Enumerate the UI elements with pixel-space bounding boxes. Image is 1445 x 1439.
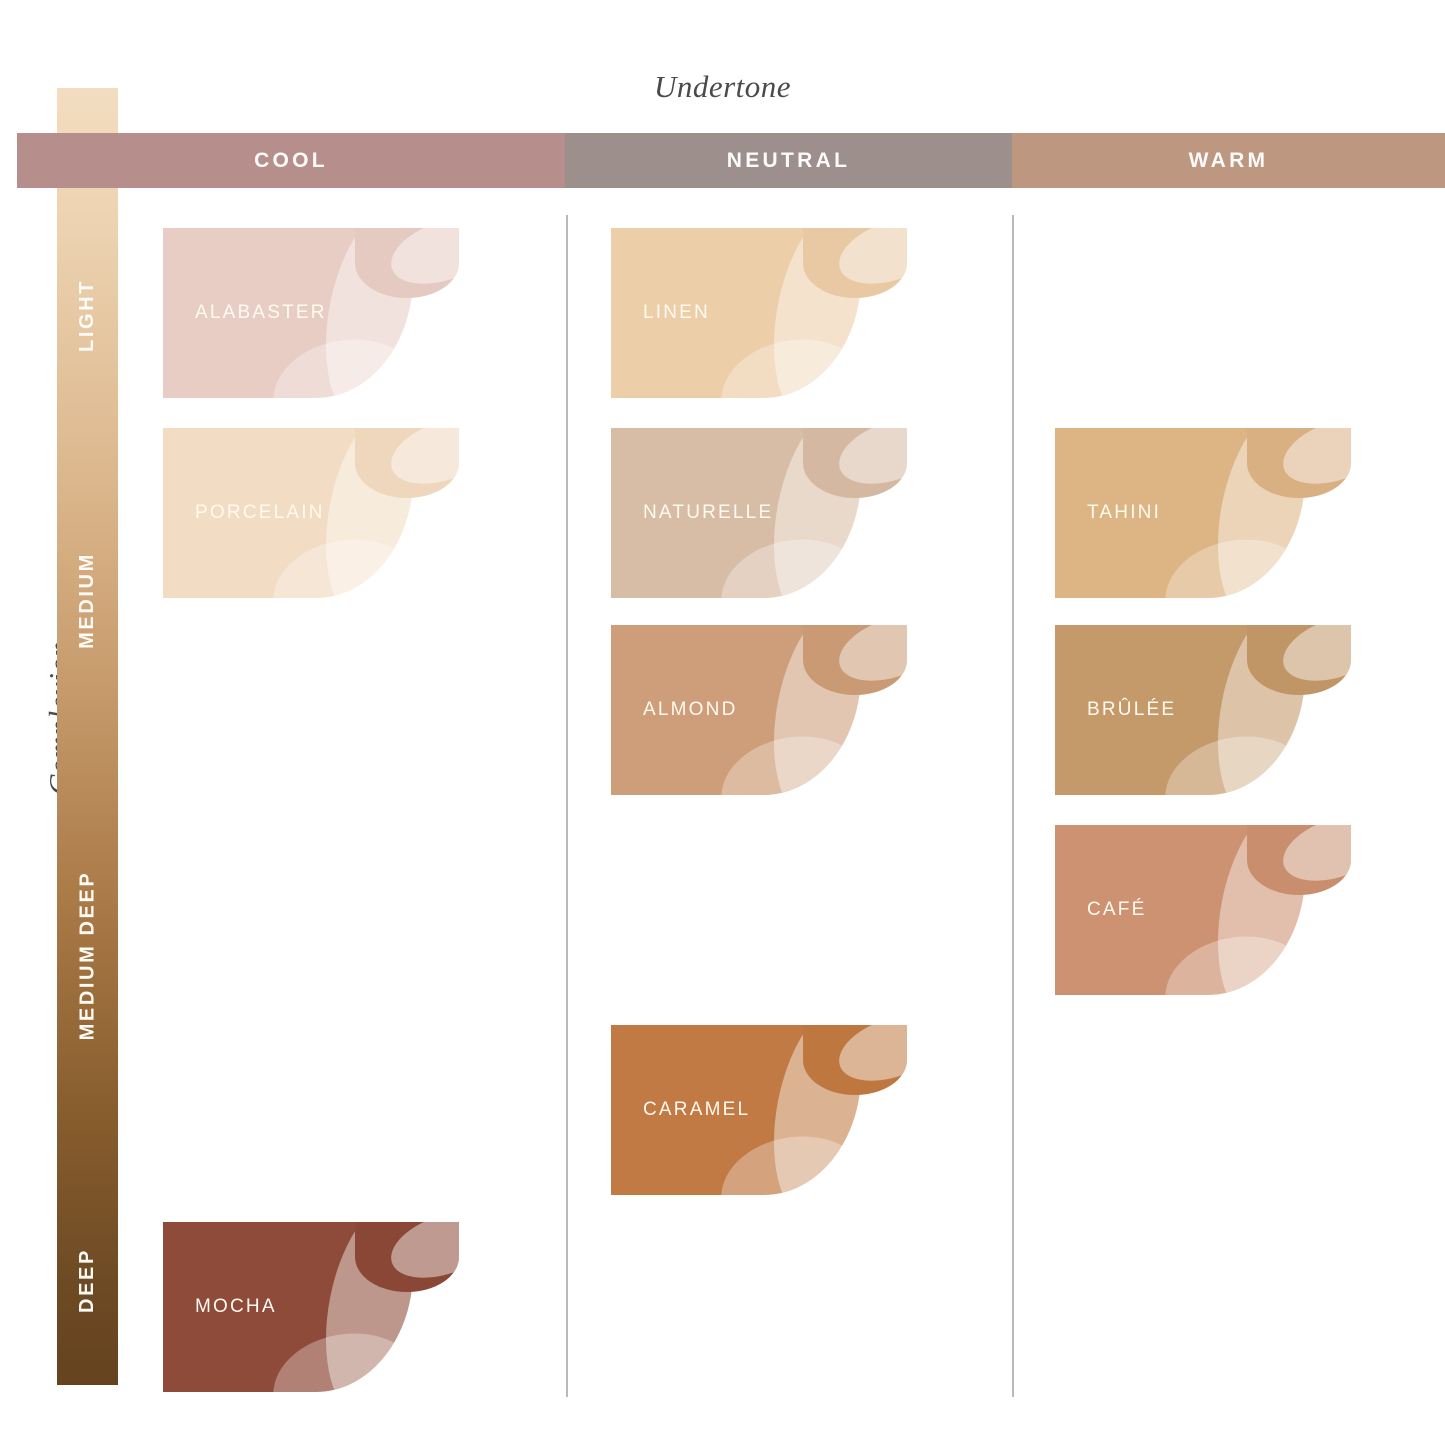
shade-name-cafe: CAFÉ <box>1087 899 1147 920</box>
shade-name-tahini: TAHINI <box>1087 502 1162 523</box>
undertone-column-neutral: NEUTRAL <box>565 133 1012 188</box>
shade-swatch-alabaster[interactable]: ALABASTER <box>163 228 459 398</box>
column-divider-cool-neutral <box>566 215 568 1397</box>
shade-name-linen: LINEN <box>643 302 710 323</box>
shade-swatch-porcelain[interactable]: PORCELAIN <box>163 428 459 598</box>
shade-droplet-mocha <box>355 1222 459 1292</box>
shade-droplet-linen <box>803 228 907 298</box>
shade-name-alabaster: ALABASTER <box>195 302 327 323</box>
shade-droplet-almond <box>803 625 907 695</box>
shade-droplet-naturelle <box>803 428 907 498</box>
shade-droplet-tahini <box>1247 428 1351 498</box>
shade-droplet-brulee <box>1247 625 1351 695</box>
shade-swatch-tahini[interactable]: TAHINI <box>1055 428 1351 598</box>
shade-swatch-brulee[interactable]: BRÛLÉE <box>1055 625 1351 795</box>
shade-droplet-porcelain <box>355 428 459 498</box>
undertone-axis-title: Undertone <box>653 69 792 104</box>
shade-swatch-caramel[interactable]: CARAMEL <box>611 1025 907 1195</box>
shade-swatch-almond[interactable]: ALMOND <box>611 625 907 795</box>
shade-name-naturelle: NATURELLE <box>643 502 774 523</box>
shade-droplet-caramel <box>803 1025 907 1095</box>
shade-name-mocha: MOCHA <box>195 1296 277 1317</box>
undertone-column-cool: COOL <box>17 133 565 188</box>
undertone-header-band: COOL NEUTRAL WARM <box>17 133 1445 188</box>
shade-droplet-alabaster <box>355 228 459 298</box>
column-divider-neutral-warm <box>1012 215 1014 1397</box>
shade-swatch-naturelle[interactable]: NATURELLE <box>611 428 907 598</box>
shade-name-caramel: CARAMEL <box>643 1099 751 1120</box>
shade-swatch-linen[interactable]: LINEN <box>611 228 907 398</box>
shade-name-almond: ALMOND <box>643 699 738 720</box>
shade-name-porcelain: PORCELAIN <box>195 502 325 523</box>
shade-droplet-cafe <box>1247 825 1351 895</box>
shade-swatch-mocha[interactable]: MOCHA <box>163 1222 459 1392</box>
undertone-column-warm: WARM <box>1012 133 1445 188</box>
shade-swatch-cafe[interactable]: CAFÉ <box>1055 825 1351 995</box>
shade-name-brulee: BRÛLÉE <box>1087 699 1177 720</box>
complexion-gradient-bar <box>57 88 118 1385</box>
